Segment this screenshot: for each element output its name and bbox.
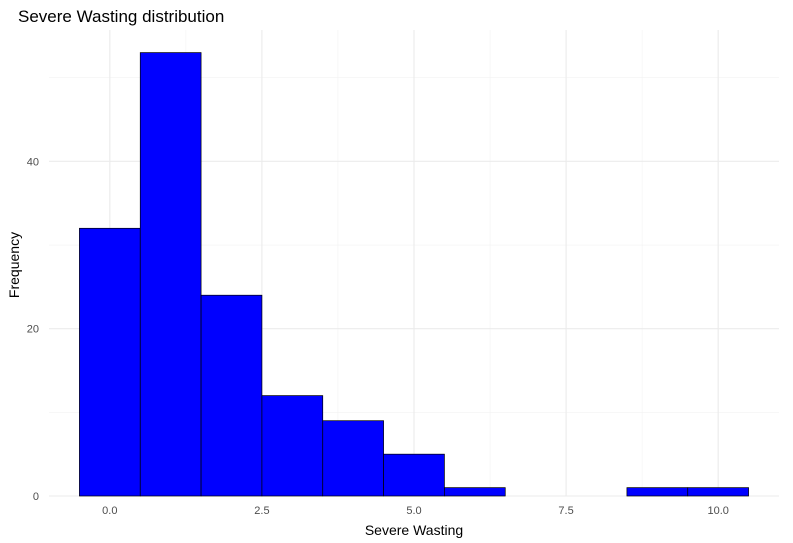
histogram-bar — [444, 487, 506, 497]
x-tick-label: 10.0 — [707, 505, 728, 517]
histogram-bar — [626, 487, 689, 497]
x-tick-label: 5.0 — [406, 505, 421, 517]
x-tick-label: 7.5 — [558, 505, 573, 517]
x-axis-tick-labels: 0.0 2.5 5.0 7.5 10.0 — [102, 505, 729, 517]
x-tick-label: 0.0 — [102, 505, 117, 517]
x-tick-label: 2.5 — [254, 505, 269, 517]
y-axis-tick-labels: 0 20 40 — [27, 156, 39, 503]
histogram-bar — [687, 487, 749, 497]
histogram-bars — [79, 52, 749, 497]
histogram-bar — [200, 294, 263, 497]
histogram-bar — [322, 420, 384, 497]
histogram-bar — [261, 395, 324, 497]
x-axis-title: Severe Wasting — [365, 522, 463, 538]
histogram-bar — [139, 52, 202, 497]
y-tick-label: 40 — [27, 156, 39, 168]
histogram-bar — [79, 227, 141, 497]
y-tick-label: 20 — [27, 324, 39, 336]
histogram-bar — [383, 453, 445, 497]
y-tick-label: 0 — [33, 491, 39, 503]
chart-title: Severe Wasting distribution — [18, 7, 224, 26]
y-axis-title: Frequency — [6, 232, 22, 298]
